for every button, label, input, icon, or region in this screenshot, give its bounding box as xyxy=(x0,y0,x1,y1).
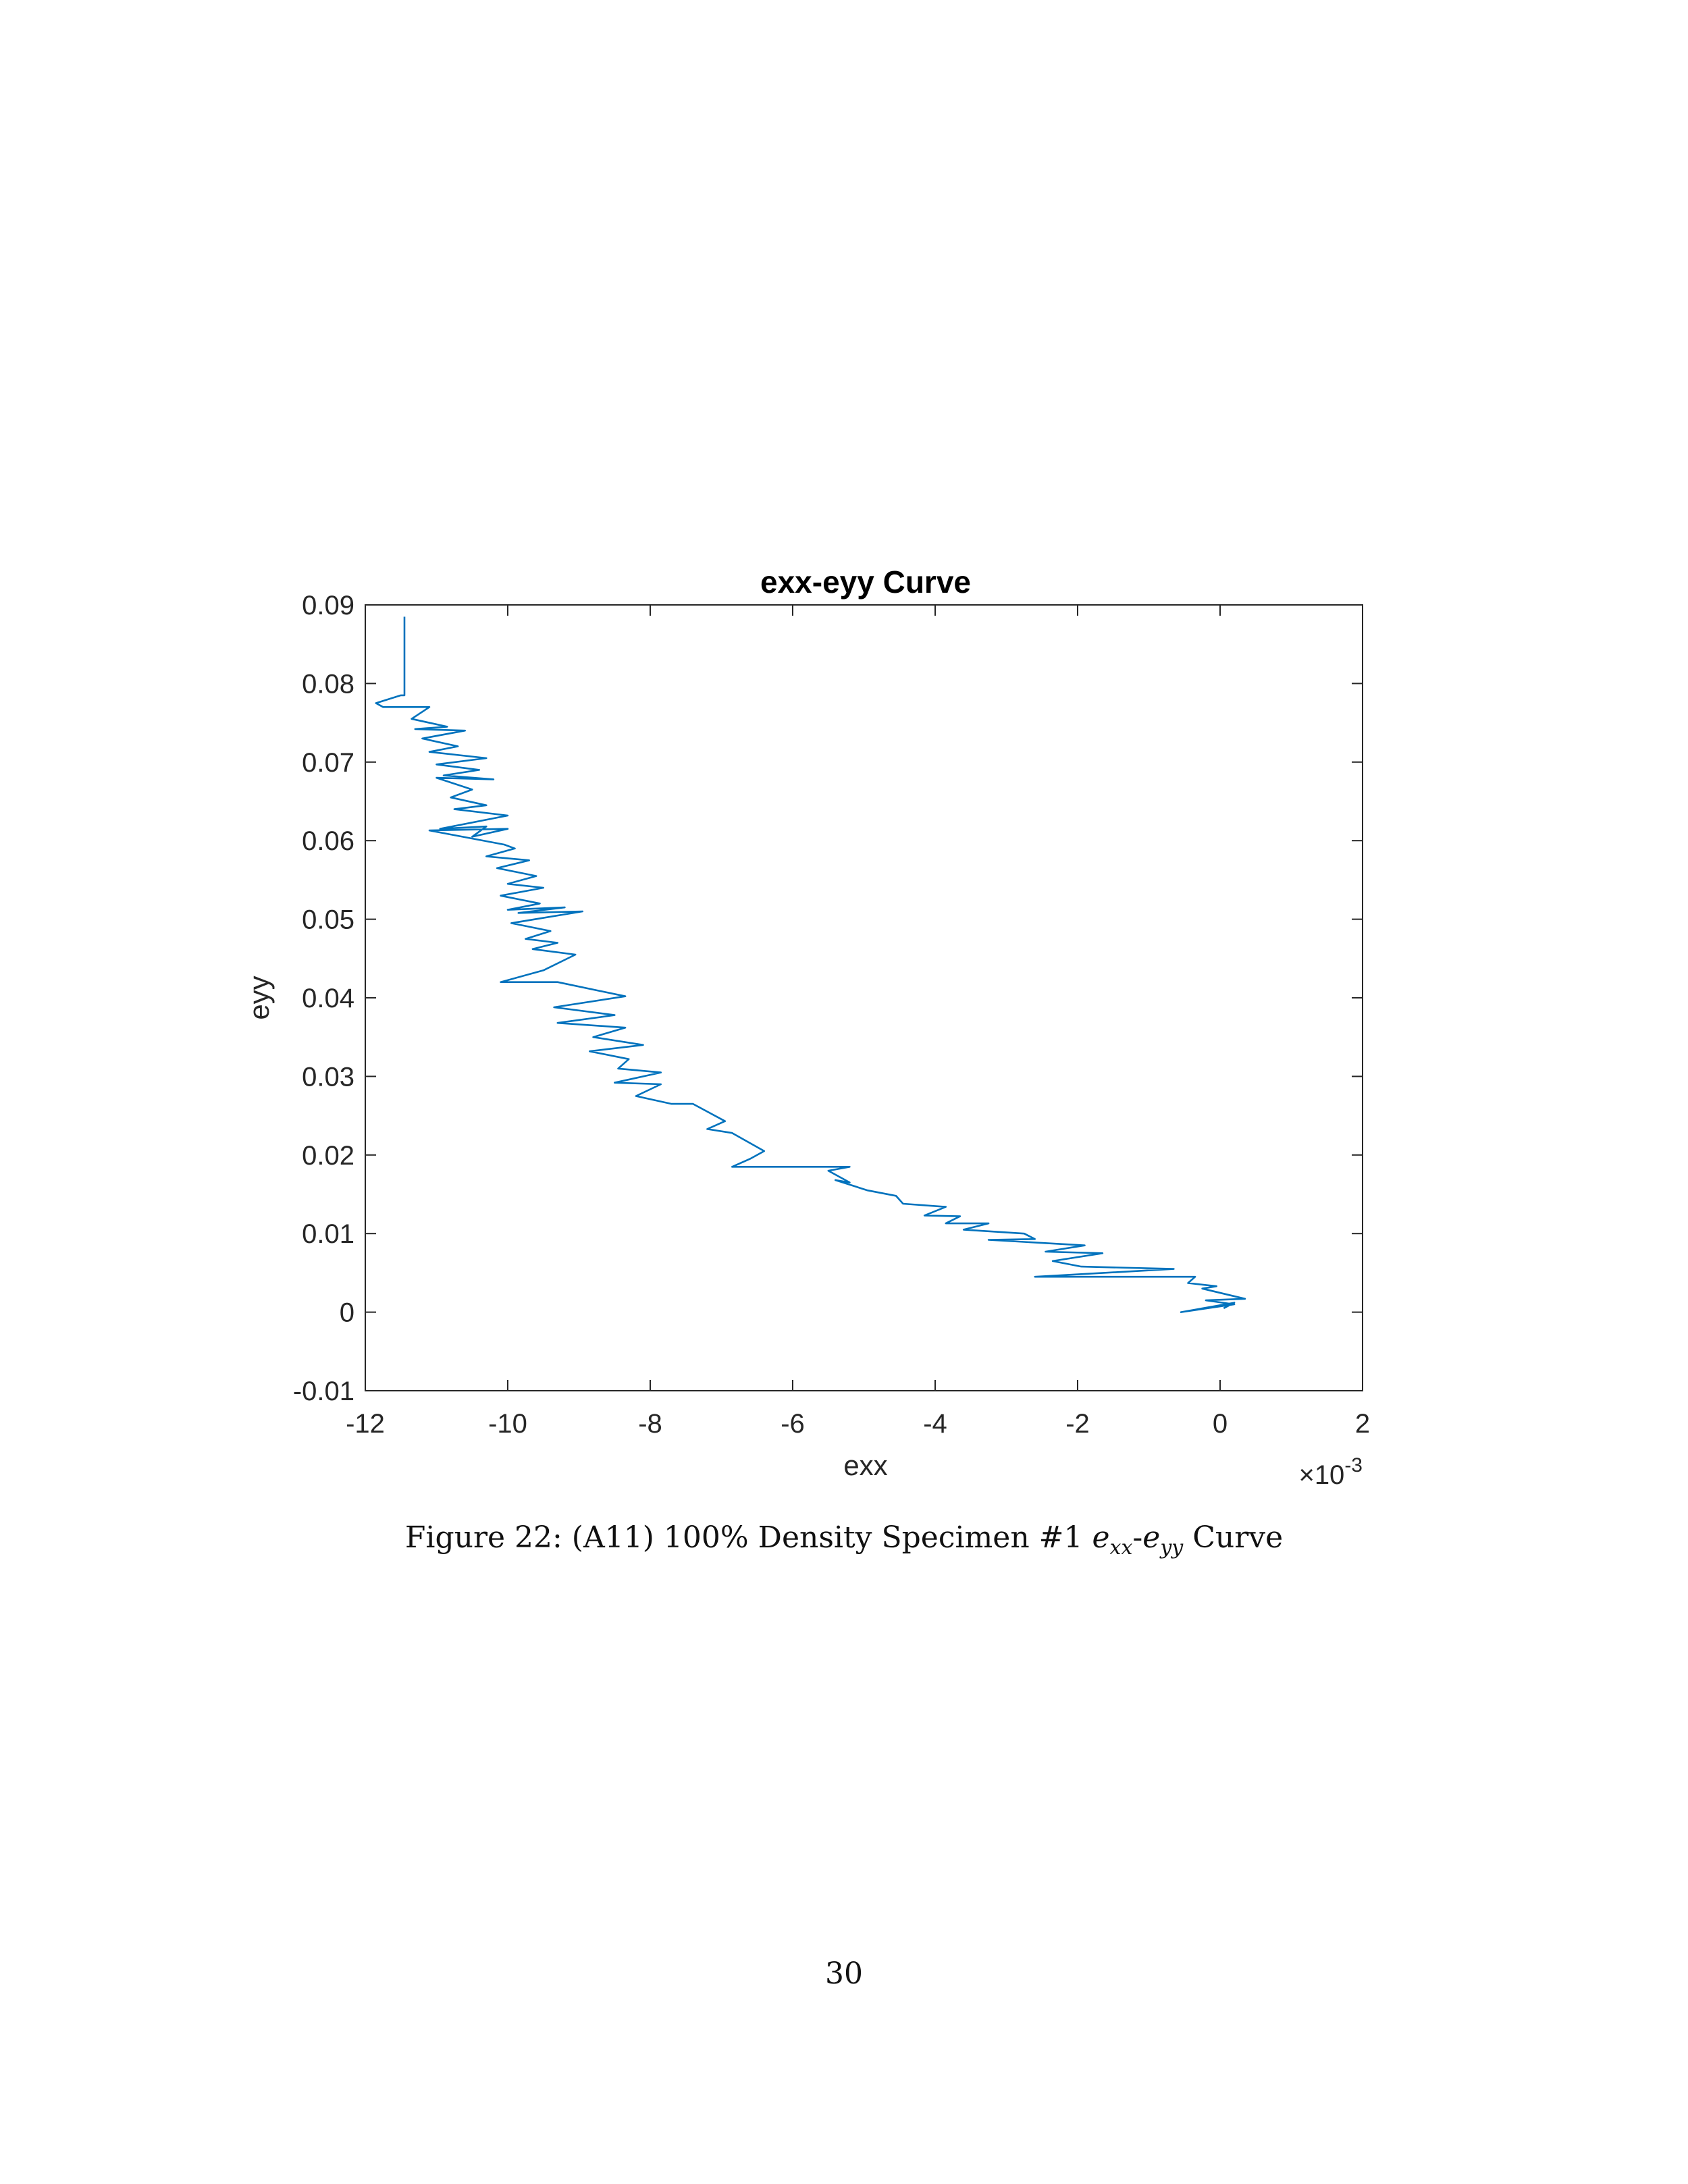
y-tick-label: 0.03 xyxy=(302,1062,354,1092)
y-axis-label: eyy xyxy=(243,976,275,1019)
x-tick-label: 2 xyxy=(1355,1409,1370,1439)
y-tick-label: -0.01 xyxy=(293,1377,354,1406)
x-axis-multiplier: ×10-3 xyxy=(1298,1454,1363,1490)
chart-title: exx-eyy Curve xyxy=(760,564,971,600)
caption-sub-xx: xx xyxy=(1109,1536,1133,1560)
chart: exx-eyy Curve -12 -10 -8 -6 -4 -2 0 2 -0.01 0 0.0… xyxy=(243,564,1370,1490)
plot-area xyxy=(365,604,1363,1391)
x-tick-label: -2 xyxy=(1065,1409,1090,1439)
x-tick-label: -12 xyxy=(346,1409,385,1439)
x-tick-label: -6 xyxy=(781,1409,805,1439)
y-tick-label: 0.01 xyxy=(302,1219,354,1249)
y-tick-label: 0.02 xyxy=(302,1141,354,1171)
y-tick-label: 0.06 xyxy=(302,826,354,856)
page-number: 30 xyxy=(825,1956,863,1991)
x-tick-label: -10 xyxy=(488,1409,527,1439)
caption-suffix: Curve xyxy=(1183,1520,1284,1555)
x-axis-multiplier-base: ×10 xyxy=(1298,1460,1344,1490)
x-tick-label: 0 xyxy=(1213,1409,1228,1439)
caption-var-eyy: e xyxy=(1142,1520,1161,1555)
x-axis-ticks: -12 -10 -8 -6 -4 -2 0 2 xyxy=(346,605,1370,1439)
caption-separator: - xyxy=(1132,1520,1143,1555)
figure-caption: Figure 22: (A11) 100% Density Specimen #… xyxy=(0,1520,1688,1560)
y-tick-label: 0.04 xyxy=(302,984,354,1013)
series-line xyxy=(375,616,1246,1313)
y-tick-label: 0.05 xyxy=(302,905,354,935)
caption-prefix: Figure 22: (A11) 100% Density Specimen #… xyxy=(404,1520,1092,1555)
caption-sub-yy: yy xyxy=(1160,1536,1184,1560)
y-tick-label: 0 xyxy=(340,1298,354,1328)
caption-var-exx: e xyxy=(1092,1520,1110,1555)
x-axis-label: exx xyxy=(843,1449,887,1481)
x-tick-label: -8 xyxy=(638,1409,662,1439)
x-tick-label: -4 xyxy=(923,1409,947,1439)
y-tick-label: 0.09 xyxy=(302,591,354,620)
y-axis-ticks: -0.01 0 0.01 0.02 0.03 0.04 0.05 0.06 0.07 0.08 0.… xyxy=(293,591,1363,1406)
y-tick-label: 0.07 xyxy=(302,748,354,778)
y-tick-label: 0.08 xyxy=(302,669,354,699)
x-axis-multiplier-exponent: -3 xyxy=(1344,1454,1363,1476)
